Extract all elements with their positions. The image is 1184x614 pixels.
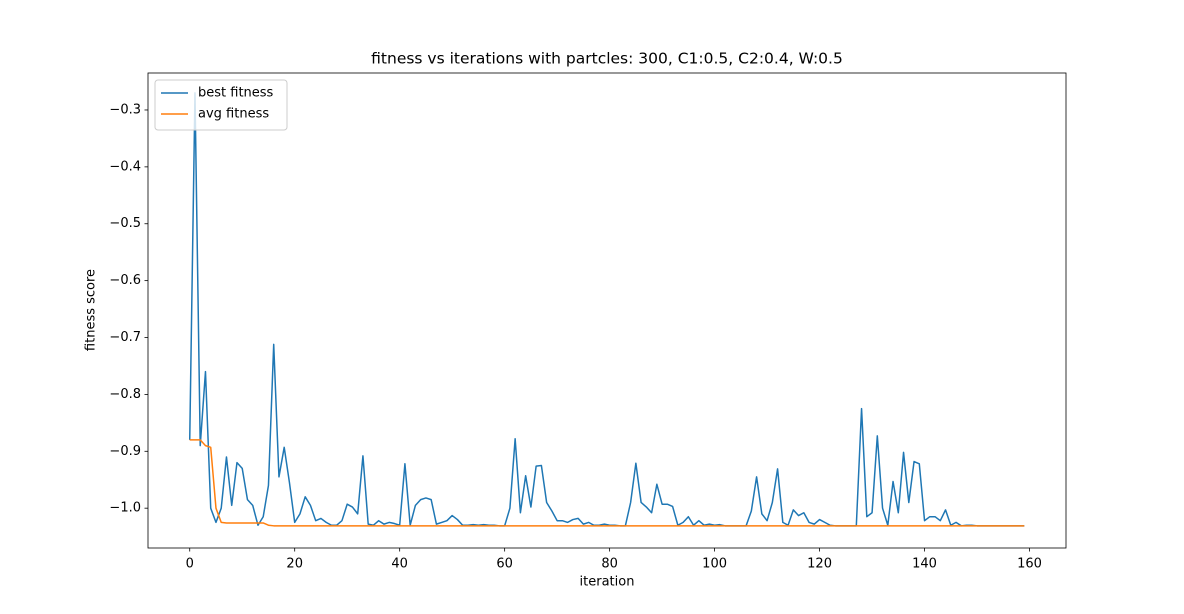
x-tick-label: 80 [601,557,618,572]
x-tick-label: 0 [186,557,194,572]
x-tick-label: 40 [391,557,408,572]
y-tick-label: −0.3 [109,102,141,117]
y-tick-label: −0.7 [109,330,141,345]
x-axis-label: iteration [580,575,635,590]
y-tick-label: −0.6 [109,273,141,288]
y-tick-label: −0.4 [109,159,141,174]
y-tick-label: −0.5 [109,216,141,231]
x-tick-label: 60 [496,557,513,572]
chart-title: fitness vs iterations with partcles: 300… [371,50,843,68]
line-series [189,439,1025,527]
y-tick-label: −0.8 [109,387,141,402]
x-tick-label: 120 [807,557,832,572]
legend-label: avg fitness [198,107,269,122]
x-tick-label: 100 [702,557,727,572]
legend-label: best fitness [198,86,274,101]
y-axis-label: fitness score [84,269,99,351]
x-tick-label: 20 [286,557,303,572]
plot-frame [147,72,1067,549]
y-tick-label: −0.9 [109,444,141,459]
line-series [188,92,1025,527]
x-tick-label: 140 [912,557,937,572]
x-tick-label: 160 [1017,557,1042,572]
y-tick-label: −1.0 [109,501,141,516]
